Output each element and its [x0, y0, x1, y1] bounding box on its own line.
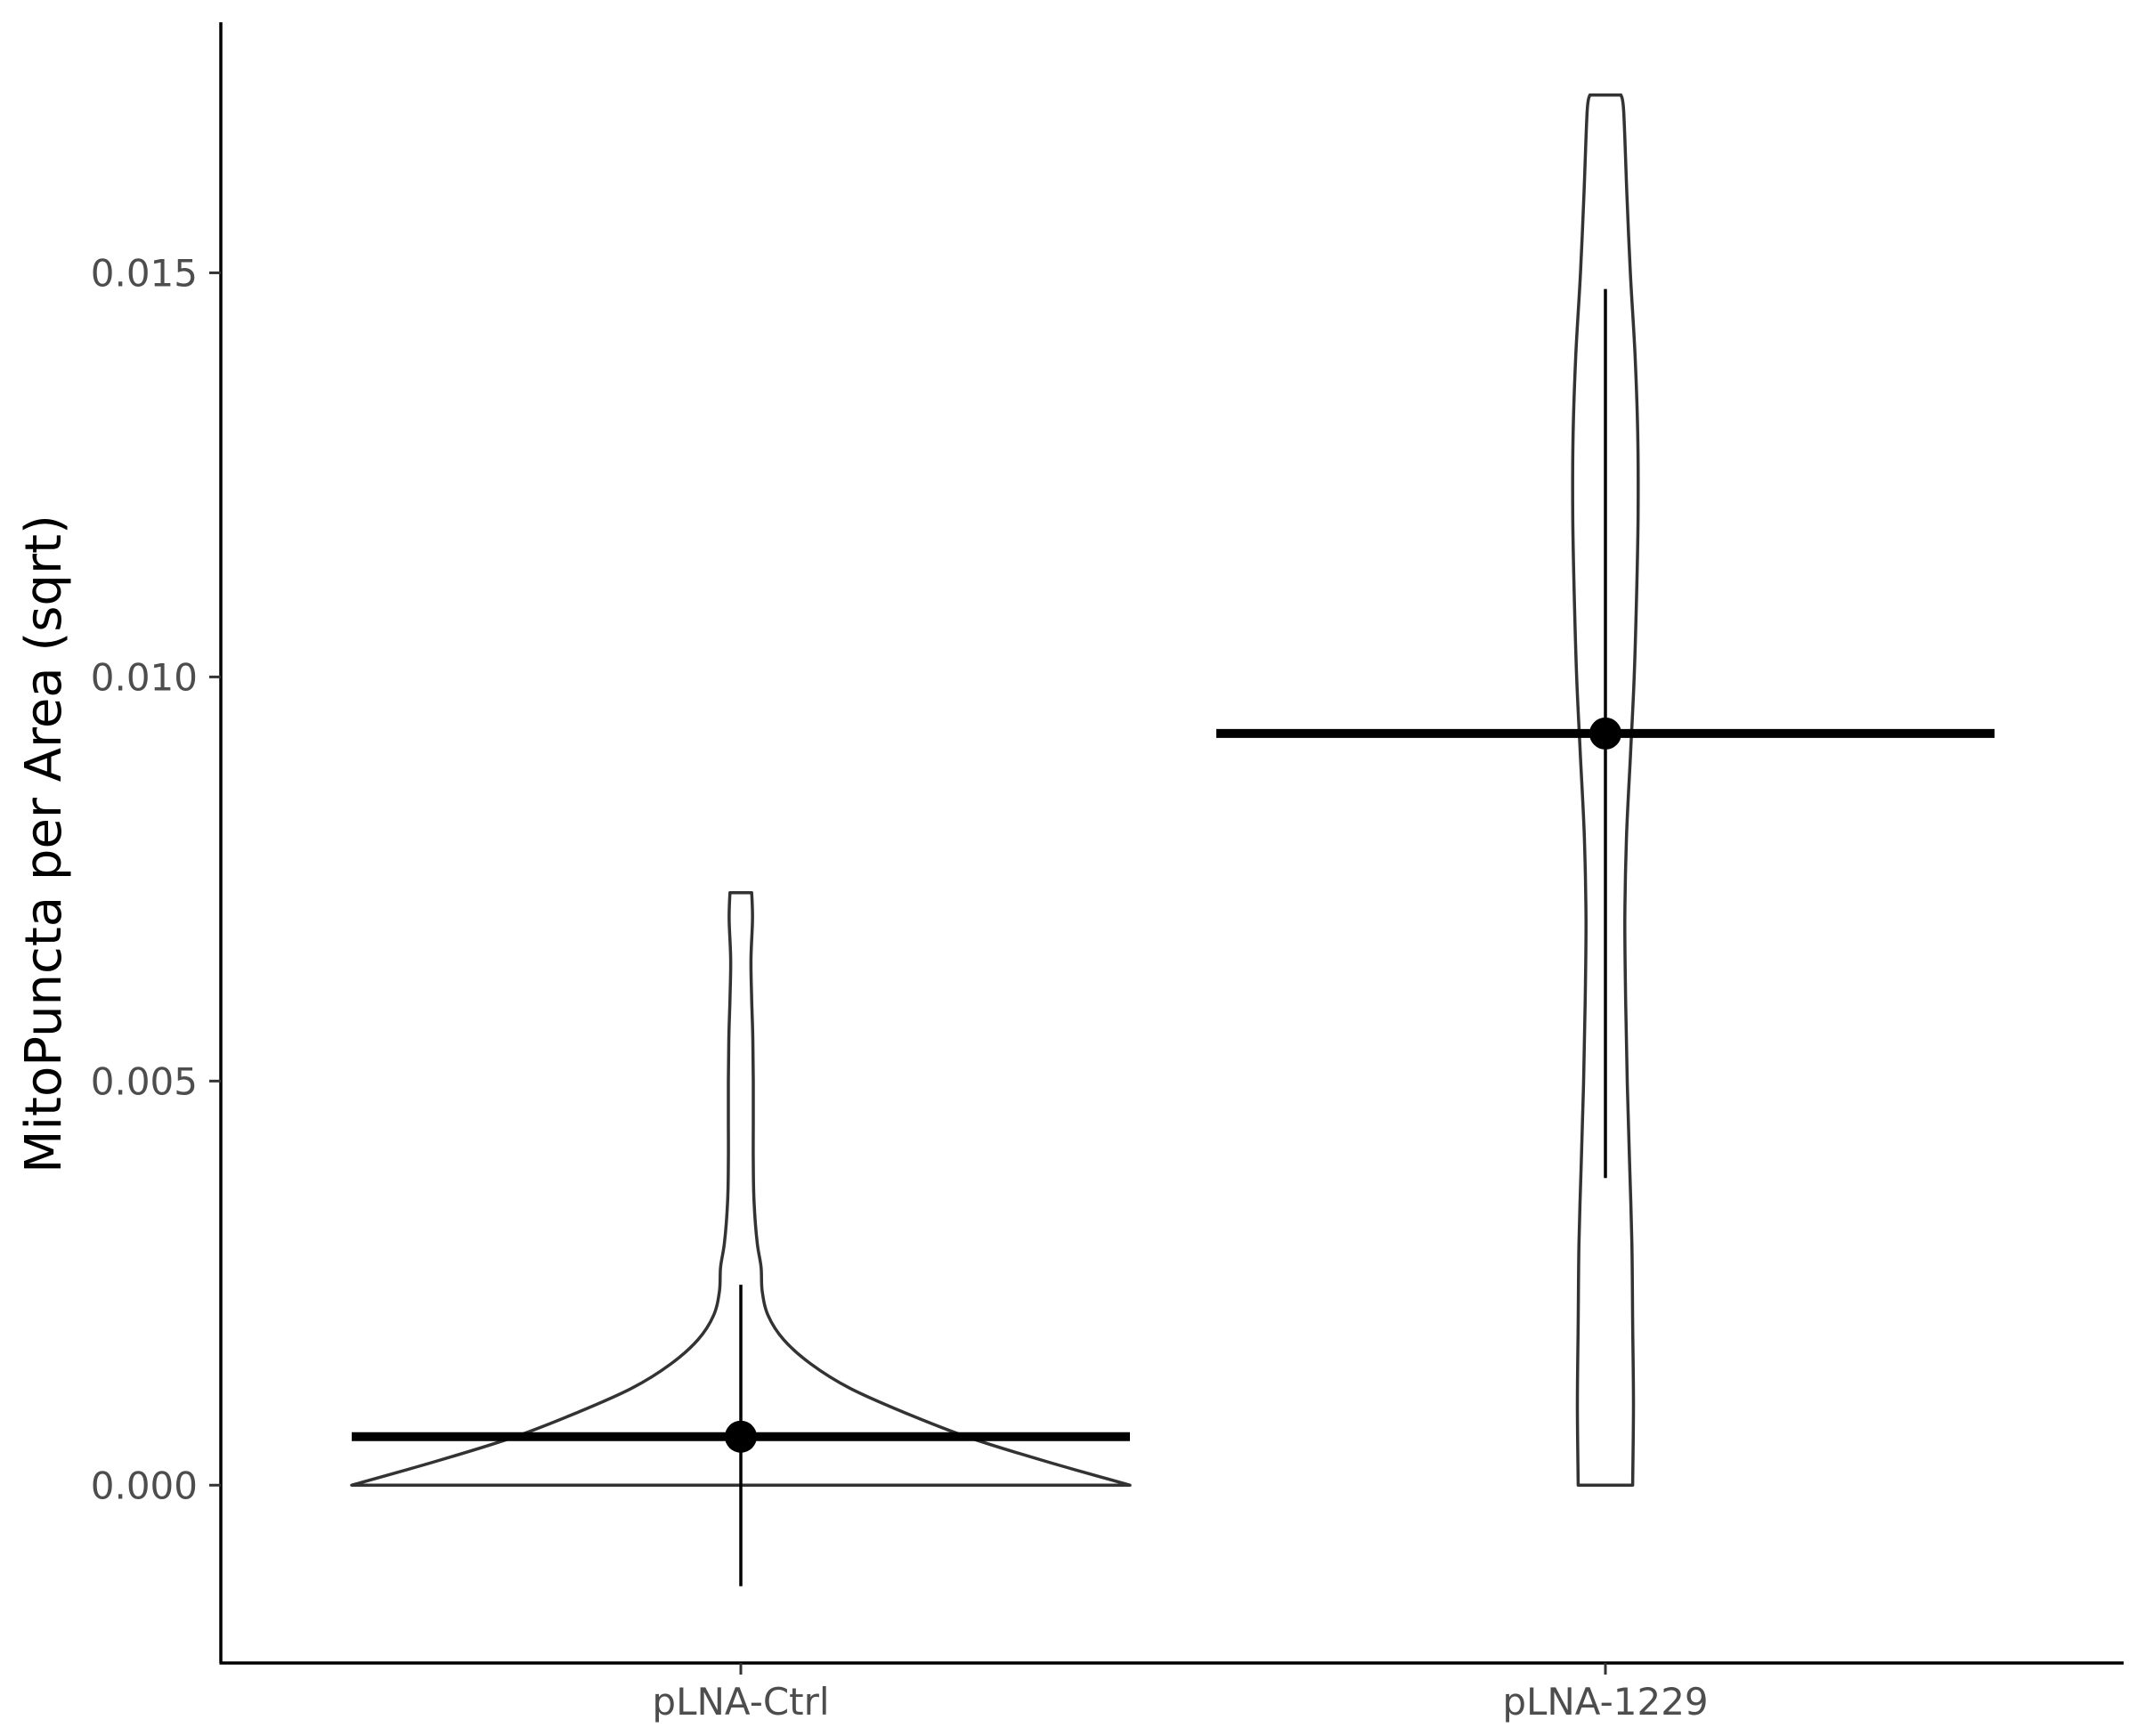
- y-tick-label: 0.015: [91, 251, 198, 295]
- y-tick-label: 0.000: [91, 1464, 198, 1507]
- violin-plna-ctrl: [350, 891, 1132, 1488]
- x-tick-label: pLNA-1229: [1502, 1680, 1708, 1724]
- y-tick-label: 0.010: [91, 655, 198, 699]
- x-tick-label: pLNA-Ctrl: [652, 1680, 829, 1724]
- mean-point: [1589, 717, 1621, 750]
- y-axis-title: MitoPuncta per Area (sqrt): [15, 515, 73, 1173]
- mean-point: [725, 1420, 757, 1453]
- y-tick-label: 0.005: [91, 1059, 198, 1103]
